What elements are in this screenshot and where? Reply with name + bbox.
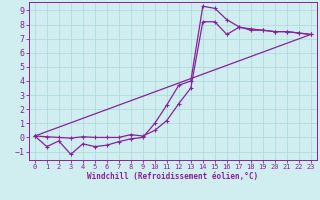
X-axis label: Windchill (Refroidissement éolien,°C): Windchill (Refroidissement éolien,°C) [87,172,258,181]
